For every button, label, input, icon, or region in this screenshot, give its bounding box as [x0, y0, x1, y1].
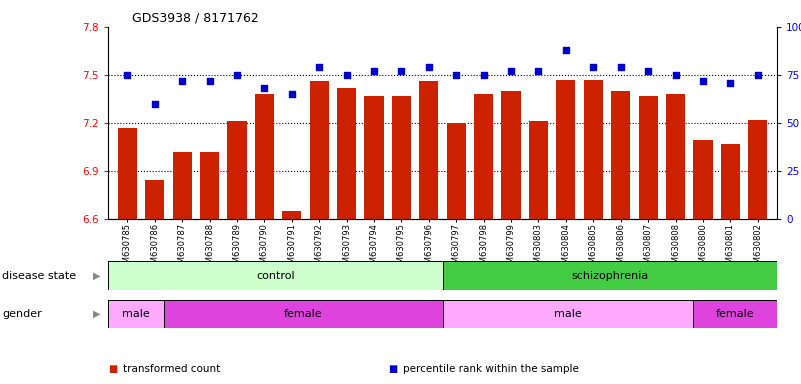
- Point: [697, 78, 710, 84]
- Point: [669, 72, 682, 78]
- Bar: [310, 81, 328, 219]
- Bar: [172, 152, 191, 219]
- Bar: [419, 81, 438, 219]
- Text: schizophrenia: schizophrenia: [571, 270, 648, 281]
- Point: [203, 78, 216, 84]
- Bar: [501, 91, 521, 219]
- Bar: [529, 121, 548, 219]
- Bar: [282, 211, 301, 219]
- Text: ▶: ▶: [93, 309, 100, 319]
- Bar: [337, 88, 356, 219]
- Point: [313, 64, 326, 70]
- Bar: [721, 144, 740, 219]
- Point: [258, 85, 271, 91]
- Bar: [200, 152, 219, 219]
- Bar: [255, 94, 274, 219]
- Bar: [447, 123, 466, 219]
- Text: percentile rank within the sample: percentile rank within the sample: [403, 364, 579, 374]
- Point: [175, 78, 188, 84]
- Bar: [364, 96, 384, 219]
- Point: [559, 47, 572, 53]
- Bar: [108, 300, 164, 328]
- Bar: [638, 96, 658, 219]
- Point: [477, 72, 490, 78]
- Text: ■: ■: [108, 364, 118, 374]
- Point: [505, 68, 517, 74]
- Bar: [666, 94, 685, 219]
- Point: [231, 72, 244, 78]
- Bar: [164, 300, 442, 328]
- Bar: [474, 94, 493, 219]
- Point: [532, 68, 545, 74]
- Text: GDS3938 / 8171762: GDS3938 / 8171762: [132, 12, 259, 25]
- Bar: [584, 79, 603, 219]
- Bar: [442, 300, 694, 328]
- Point: [450, 72, 463, 78]
- Bar: [118, 127, 137, 219]
- Point: [751, 72, 764, 78]
- Text: male: male: [554, 309, 582, 319]
- Bar: [442, 261, 777, 290]
- Point: [395, 68, 408, 74]
- Text: transformed count: transformed count: [123, 364, 219, 374]
- Text: male: male: [122, 309, 150, 319]
- Point: [724, 79, 737, 86]
- Bar: [611, 91, 630, 219]
- Bar: [748, 120, 767, 219]
- Point: [121, 72, 134, 78]
- Point: [368, 68, 380, 74]
- Point: [340, 72, 353, 78]
- Point: [642, 68, 654, 74]
- Bar: [392, 96, 411, 219]
- Bar: [557, 79, 575, 219]
- Text: ■: ■: [388, 364, 398, 374]
- Text: ▶: ▶: [93, 270, 100, 281]
- Bar: [694, 141, 713, 219]
- Point: [422, 64, 435, 70]
- Text: female: female: [716, 309, 755, 319]
- Point: [148, 101, 161, 107]
- Point: [285, 91, 298, 97]
- Text: disease state: disease state: [2, 270, 77, 281]
- Bar: [145, 180, 164, 219]
- Bar: [227, 121, 247, 219]
- Bar: [108, 261, 442, 290]
- Point: [587, 64, 600, 70]
- Text: control: control: [256, 270, 295, 281]
- Bar: [694, 300, 777, 328]
- Text: gender: gender: [2, 309, 42, 319]
- Point: [614, 64, 627, 70]
- Text: female: female: [284, 309, 323, 319]
